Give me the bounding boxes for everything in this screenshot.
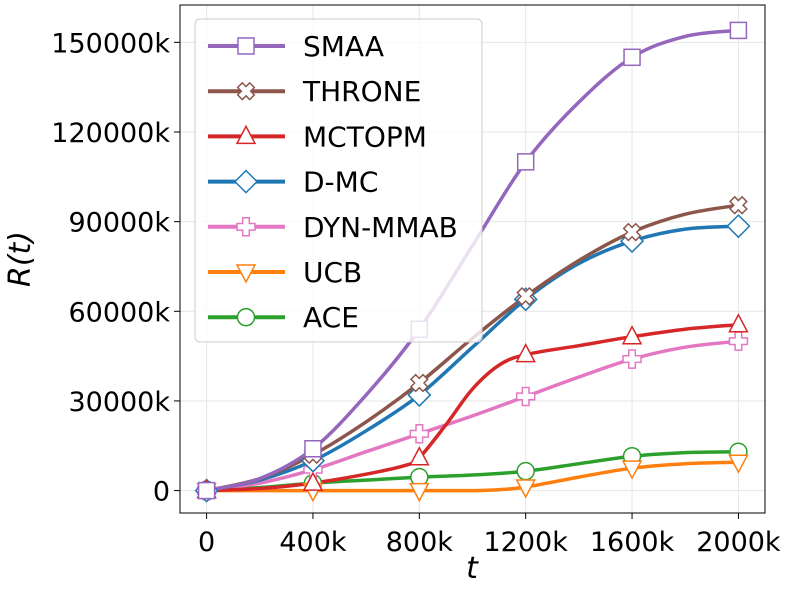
data-point-smaa: [197, 481, 216, 500]
legend: SMAA THRONE MCTOPM D-MC DYN-MMAB UCB ACE: [194, 18, 483, 343]
legend-marker-ace: [236, 307, 256, 327]
legend-marker-d-mc: [233, 169, 259, 194]
y-tick-label: 90000k: [68, 208, 170, 239]
series-markers: [194, 21, 751, 503]
data-point-smaa: [623, 48, 641, 67]
data-point-ucb: [621, 460, 643, 480]
legend-label-ucb: UCB: [303, 256, 362, 289]
x-tick-label: 400k: [279, 527, 347, 558]
legend-label-throne: THRONE: [302, 75, 421, 108]
data-point-throne: [622, 222, 642, 242]
series-line-ucb: [204, 460, 741, 493]
legend-label-dyn-mmab: DYN-MMAB: [303, 211, 458, 244]
y-axis-label: R(t): [3, 231, 38, 287]
data-point-dyn-mmab: [728, 331, 749, 351]
data-point-mctopm: [621, 325, 643, 345]
data-point-throne: [516, 286, 536, 306]
data-point-smaa: [304, 440, 322, 458]
data-point-dyn-mmab: [515, 386, 536, 407]
y-tick-label: 0: [153, 477, 170, 508]
y-tick-label: 120000k: [51, 118, 170, 149]
data-point-ucb: [409, 482, 430, 503]
data-point-mctopm: [302, 471, 324, 491]
data-point-mctopm: [728, 313, 749, 333]
data-point-dyn-mmab: [409, 424, 430, 444]
series-line-d-mc: [204, 224, 741, 493]
x-tick-label: 800k: [386, 527, 454, 558]
legend-marker-smaa: [237, 37, 255, 55]
x-tick-label: 0: [198, 527, 215, 558]
data-point-dyn-mmab: [622, 349, 642, 369]
data-point-ucb: [728, 454, 749, 474]
x-axis-label: t: [466, 551, 479, 586]
data-point-ucb: [515, 479, 536, 499]
data-point-smaa: [516, 153, 535, 171]
axis-ticks: 0 400k 800k 1200k 1600k 2000k 0 30000k 60000k 900…: [51, 28, 781, 558]
x-tick-label: 1600k: [590, 527, 675, 558]
legend-marker-dyn-mmab: [236, 217, 256, 237]
legend-label-smaa: SMAA: [303, 30, 384, 63]
y-axis-label-variable: t: [3, 241, 38, 254]
y-tick-label: 60000k: [68, 297, 170, 328]
legend-marker-ucb: [235, 264, 257, 284]
data-point-throne: [409, 373, 429, 393]
data-point-throne: [729, 195, 748, 215]
y-tick-label: 150000k: [51, 28, 170, 59]
legend-label-ace: ACE: [303, 301, 359, 334]
series-line-dyn-mmab: [204, 339, 741, 493]
data-point-mctopm: [409, 446, 430, 466]
data-point-ace: [516, 461, 535, 481]
plot-frame: [179, 4, 766, 514]
x-tick-label: 2000k: [696, 527, 781, 558]
data-point-mctopm: [515, 343, 536, 363]
x-tick-label: 1200k: [484, 527, 569, 558]
y-tick-label: 30000k: [68, 387, 170, 418]
legend-label-d-mc: D-MC: [303, 166, 378, 199]
legend-marker-throne: [236, 81, 256, 101]
legend-label-mctopm: MCTOPM: [303, 120, 427, 153]
data-point-smaa: [729, 21, 748, 40]
data-point-d-mc: [726, 214, 751, 239]
legend-box: [194, 18, 483, 343]
legend-marker-mctopm: [235, 124, 257, 145]
